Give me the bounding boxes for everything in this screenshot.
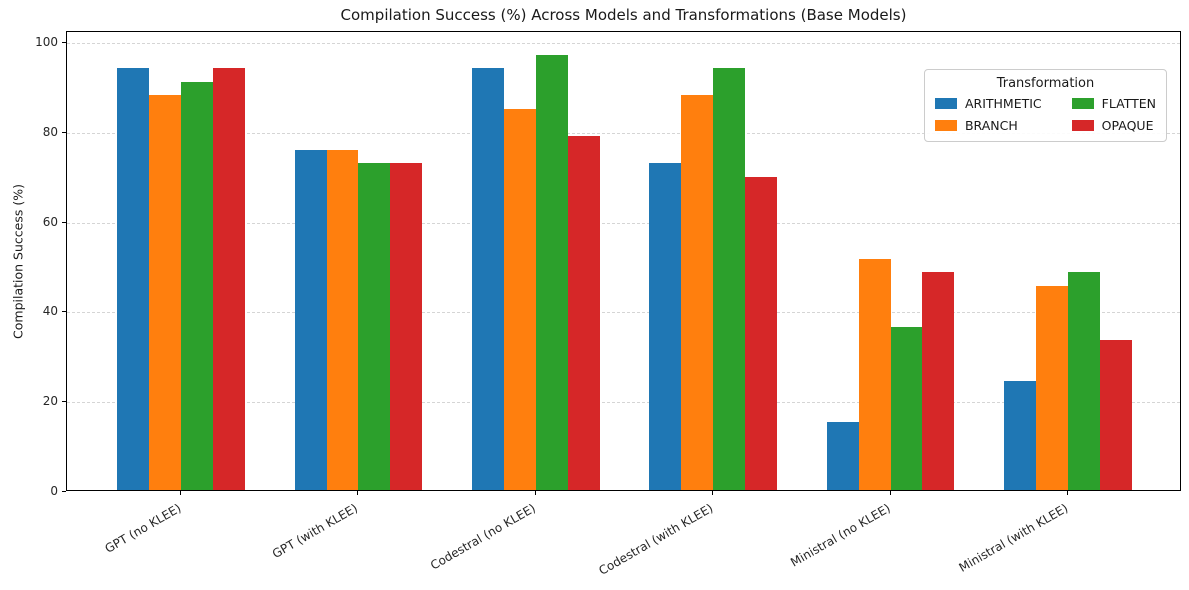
gridline-y-80 — [67, 132, 1180, 134]
x-tick-mark-2 — [357, 491, 359, 495]
legend-items: ARITHMETIC BRANCH FLATTEN OPAQUE — [934, 96, 1156, 133]
bar-flatten-5 — [890, 326, 923, 490]
bar-branch-1 — [149, 95, 182, 490]
gridline-y-60 — [67, 222, 1180, 224]
bar-flatten-2 — [358, 163, 391, 490]
legend-swatch-opaque — [1071, 120, 1094, 131]
legend-swatch-flatten — [1071, 98, 1094, 109]
legend-item-arithmetic: ARITHMETIC — [934, 96, 1042, 111]
legend-label-branch: BRANCH — [964, 118, 1018, 133]
bar-arithmetic-6 — [1004, 381, 1036, 490]
x-tick-label-3: Codestral (no KLEE) — [427, 501, 538, 573]
y-tick-mark-60 — [62, 221, 66, 223]
legend-label-arithmetic: ARITHMETIC — [964, 96, 1042, 111]
bar-branch-4 — [681, 95, 714, 490]
x-tick-mark-1 — [180, 491, 182, 495]
gridline-y-100 — [67, 43, 1180, 44]
legend-label-flatten: FLATTEN — [1101, 96, 1156, 111]
y-tick-label-60: 60 — [42, 214, 58, 229]
bar-opaque-1 — [213, 68, 245, 490]
y-tick-mark-100 — [62, 42, 66, 43]
legend-item-opaque: OPAQUE — [1071, 118, 1156, 133]
bar-opaque-5 — [922, 272, 955, 490]
y-tick-label-0: 0 — [50, 484, 58, 498]
bar-flatten-4 — [713, 68, 746, 490]
x-tick-mark-3 — [534, 491, 536, 495]
x-tick-label-4: Codestral (with KLEE) — [596, 501, 716, 578]
y-axis-label: Compilation Success (%) — [10, 184, 26, 339]
legend-item-branch: BRANCH — [934, 118, 1042, 133]
bar-branch-3 — [503, 109, 536, 490]
y-tick-mark-40 — [62, 311, 66, 313]
bar-flatten-1 — [181, 81, 214, 490]
y-tick-mark-80 — [62, 131, 66, 133]
legend-label-opaque: OPAQUE — [1101, 118, 1154, 133]
gridline-y-40 — [67, 312, 1180, 314]
y-tick-label-100: 100 — [35, 35, 58, 49]
x-tick-mark-4 — [712, 491, 714, 495]
legend: Transformation ARITHMETIC BRANCH FLATTEN OP… — [923, 69, 1167, 142]
x-tick-mark-6 — [1066, 491, 1068, 495]
bar-arithmetic-4 — [649, 163, 682, 490]
legend-swatch-arithmetic — [934, 98, 957, 109]
bar-arithmetic-1 — [117, 68, 150, 490]
bar-opaque-4 — [745, 177, 778, 490]
plot-area: Transformation ARITHMETIC BRANCH FLATTEN OP… — [66, 31, 1181, 491]
bar-opaque-6 — [1099, 340, 1132, 490]
bar-branch-5 — [858, 258, 891, 490]
bar-arithmetic-3 — [471, 68, 504, 490]
bar-arithmetic-5 — [826, 421, 859, 490]
y-tick-label-80: 80 — [42, 124, 58, 139]
bar-opaque-3 — [567, 136, 600, 490]
y-tick-label-40: 40 — [42, 304, 58, 319]
x-tick-label-2: GPT (with KLEE) — [270, 501, 361, 562]
bar-flatten-6 — [1067, 272, 1100, 490]
bar-branch-2 — [326, 149, 359, 490]
y-tick-mark-0 — [62, 491, 66, 492]
y-tick-mark-20 — [62, 401, 66, 403]
x-tick-label-6: Ministral (with KLEE) — [956, 501, 1070, 575]
bar-flatten-3 — [535, 54, 568, 490]
x-tick-mark-5 — [889, 491, 891, 495]
y-tick-label-20: 20 — [42, 394, 58, 409]
gridline-y-20 — [67, 402, 1180, 404]
x-tick-label-1: GPT (no KLEE) — [102, 501, 184, 556]
legend-swatch-branch — [934, 120, 957, 131]
chart-title: Compilation Success (%) Across Models an… — [340, 6, 907, 24]
bar-branch-6 — [1035, 285, 1068, 490]
bar-arithmetic-2 — [294, 149, 327, 490]
bar-opaque-2 — [390, 163, 423, 490]
legend-item-flatten: FLATTEN — [1071, 96, 1156, 111]
legend-title: Transformation — [996, 76, 1095, 91]
x-tick-label-5: Ministral (no KLEE) — [787, 501, 893, 570]
